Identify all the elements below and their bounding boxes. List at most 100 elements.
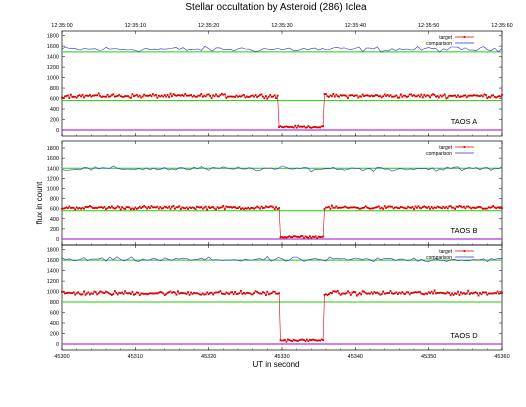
panel: 0 200 400 600 800 1000 1200 1400 1600 1800 targetc… <box>47 140 503 246</box>
target-point <box>141 206 144 208</box>
target-point <box>325 93 327 95</box>
target-point <box>395 291 398 294</box>
target-point <box>301 126 304 128</box>
target-point <box>68 205 71 208</box>
target-point <box>119 95 122 98</box>
target-point <box>223 208 226 211</box>
target-point <box>172 204 175 207</box>
target-point <box>171 95 173 98</box>
target-point <box>376 206 379 208</box>
target-point <box>134 206 137 209</box>
target-point <box>159 95 162 98</box>
target-point <box>398 207 401 210</box>
target-point <box>275 97 277 99</box>
target-point <box>81 293 84 296</box>
panel: 0 200 400 600 800 1000 1200 1400 1600 1800 targetc… <box>47 30 503 137</box>
target-point <box>89 293 91 296</box>
target-point <box>184 207 187 210</box>
target-point <box>210 206 213 209</box>
target-point <box>392 95 395 98</box>
target-point <box>483 207 486 210</box>
target-point <box>486 293 489 296</box>
target-point <box>470 292 473 294</box>
target-point <box>386 206 389 208</box>
target-point <box>455 205 458 208</box>
target-point <box>262 291 264 293</box>
target-point <box>196 292 198 295</box>
target-point <box>310 339 313 341</box>
target-point <box>190 291 192 294</box>
y-tick-label: 1800 <box>47 248 59 254</box>
target-point <box>244 207 247 210</box>
target-point <box>379 293 382 296</box>
target-point <box>131 207 134 210</box>
target-point <box>486 207 489 210</box>
target-point <box>240 290 242 292</box>
target-point <box>493 96 496 98</box>
target-point <box>322 125 324 128</box>
target-point <box>457 290 459 293</box>
target-point <box>361 207 364 209</box>
target-point <box>267 293 270 296</box>
target-point <box>388 205 390 208</box>
target-point <box>119 292 122 295</box>
target-point <box>363 95 365 97</box>
target-point <box>204 95 207 98</box>
target-point <box>87 95 90 97</box>
target-point <box>206 93 209 96</box>
target-point <box>169 208 172 210</box>
target-point <box>122 207 125 210</box>
target-point <box>375 292 377 294</box>
target-point <box>316 126 319 129</box>
target-point <box>351 94 354 97</box>
target-point <box>71 292 74 294</box>
target-point <box>269 93 272 96</box>
target-point <box>284 236 286 238</box>
target-point <box>357 207 360 209</box>
target-point <box>247 292 250 294</box>
target-point <box>429 292 431 295</box>
target-point <box>471 206 474 209</box>
target-point <box>424 95 427 98</box>
target-point <box>64 95 66 98</box>
target-point <box>234 96 236 98</box>
target-point <box>386 292 389 294</box>
target-point <box>72 95 75 98</box>
target-point <box>429 96 431 99</box>
target-point <box>294 235 297 238</box>
target-point <box>331 95 333 98</box>
target-point <box>222 93 225 96</box>
target-point <box>130 208 132 211</box>
target-point <box>100 290 103 293</box>
target-point <box>382 95 385 98</box>
target-point <box>197 292 200 295</box>
target-point <box>320 338 323 341</box>
target-point <box>125 95 128 98</box>
target-point <box>112 93 115 96</box>
target-point <box>172 93 175 95</box>
target-point <box>397 96 399 99</box>
bottom-tick-label: 45310 <box>128 354 143 360</box>
target-point <box>232 95 235 98</box>
target-point <box>134 293 137 295</box>
target-point <box>364 205 367 208</box>
target-point <box>244 96 247 99</box>
target-point <box>426 292 429 295</box>
target-point <box>323 93 326 95</box>
target-point <box>190 94 192 96</box>
target-point <box>152 292 154 295</box>
target-point <box>61 96 63 99</box>
target-point <box>353 291 355 293</box>
target-point <box>157 94 160 97</box>
target-point <box>355 206 358 209</box>
target-point <box>222 293 225 295</box>
target-point <box>332 290 335 293</box>
target-point <box>113 290 116 292</box>
target-point <box>269 292 272 295</box>
y-tick-label: 400 <box>50 107 59 113</box>
target-point <box>162 95 165 98</box>
target-point <box>410 292 412 294</box>
target-point <box>399 93 402 96</box>
target-point <box>133 293 135 296</box>
target-point <box>454 94 456 97</box>
